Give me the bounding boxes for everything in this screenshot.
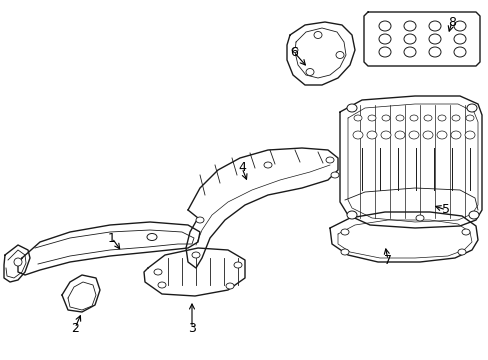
Ellipse shape xyxy=(352,131,362,139)
Ellipse shape xyxy=(366,131,376,139)
Ellipse shape xyxy=(335,51,343,58)
Ellipse shape xyxy=(196,217,203,223)
Ellipse shape xyxy=(403,21,415,31)
Ellipse shape xyxy=(428,47,440,57)
Ellipse shape xyxy=(465,115,473,121)
Ellipse shape xyxy=(234,262,242,268)
Ellipse shape xyxy=(453,47,465,57)
Ellipse shape xyxy=(378,34,390,44)
Text: 8: 8 xyxy=(447,15,455,28)
Ellipse shape xyxy=(394,131,404,139)
Ellipse shape xyxy=(305,68,313,76)
Polygon shape xyxy=(329,212,477,262)
Ellipse shape xyxy=(395,115,403,121)
Ellipse shape xyxy=(14,258,22,266)
Polygon shape xyxy=(286,22,354,85)
Ellipse shape xyxy=(381,115,389,121)
Ellipse shape xyxy=(313,31,321,39)
Ellipse shape xyxy=(291,48,297,53)
Ellipse shape xyxy=(437,115,445,121)
Ellipse shape xyxy=(378,47,390,57)
Ellipse shape xyxy=(461,229,469,235)
Ellipse shape xyxy=(154,269,162,275)
Ellipse shape xyxy=(408,131,418,139)
Ellipse shape xyxy=(453,21,465,31)
Polygon shape xyxy=(339,96,481,228)
Ellipse shape xyxy=(428,34,440,44)
Ellipse shape xyxy=(325,157,333,163)
Text: 2: 2 xyxy=(71,321,79,334)
Ellipse shape xyxy=(468,211,478,219)
Ellipse shape xyxy=(192,252,200,258)
Polygon shape xyxy=(18,222,200,275)
Text: 6: 6 xyxy=(289,45,297,58)
Text: 1: 1 xyxy=(108,231,116,244)
Polygon shape xyxy=(185,148,337,268)
Ellipse shape xyxy=(436,131,446,139)
Ellipse shape xyxy=(340,249,348,255)
Ellipse shape xyxy=(428,21,440,31)
Ellipse shape xyxy=(353,115,361,121)
Ellipse shape xyxy=(158,282,165,288)
Ellipse shape xyxy=(346,211,356,219)
Ellipse shape xyxy=(450,131,460,139)
Ellipse shape xyxy=(225,283,234,289)
Polygon shape xyxy=(4,245,30,282)
Ellipse shape xyxy=(367,115,375,121)
Ellipse shape xyxy=(464,131,474,139)
Polygon shape xyxy=(62,275,100,312)
Ellipse shape xyxy=(346,104,356,112)
Ellipse shape xyxy=(415,215,423,221)
Ellipse shape xyxy=(422,131,432,139)
Ellipse shape xyxy=(403,47,415,57)
Ellipse shape xyxy=(453,34,465,44)
Ellipse shape xyxy=(451,115,459,121)
Ellipse shape xyxy=(378,21,390,31)
Ellipse shape xyxy=(423,115,431,121)
Text: 4: 4 xyxy=(238,162,245,175)
Ellipse shape xyxy=(340,229,348,235)
Polygon shape xyxy=(363,12,479,66)
Ellipse shape xyxy=(380,131,390,139)
Ellipse shape xyxy=(330,172,338,178)
Text: 5: 5 xyxy=(441,203,449,216)
Ellipse shape xyxy=(457,249,465,255)
Polygon shape xyxy=(143,248,244,296)
Ellipse shape xyxy=(409,115,417,121)
Text: 3: 3 xyxy=(188,321,196,334)
Ellipse shape xyxy=(466,104,476,112)
Ellipse shape xyxy=(403,34,415,44)
Text: 7: 7 xyxy=(383,253,391,266)
Ellipse shape xyxy=(147,234,157,240)
Ellipse shape xyxy=(264,162,271,168)
